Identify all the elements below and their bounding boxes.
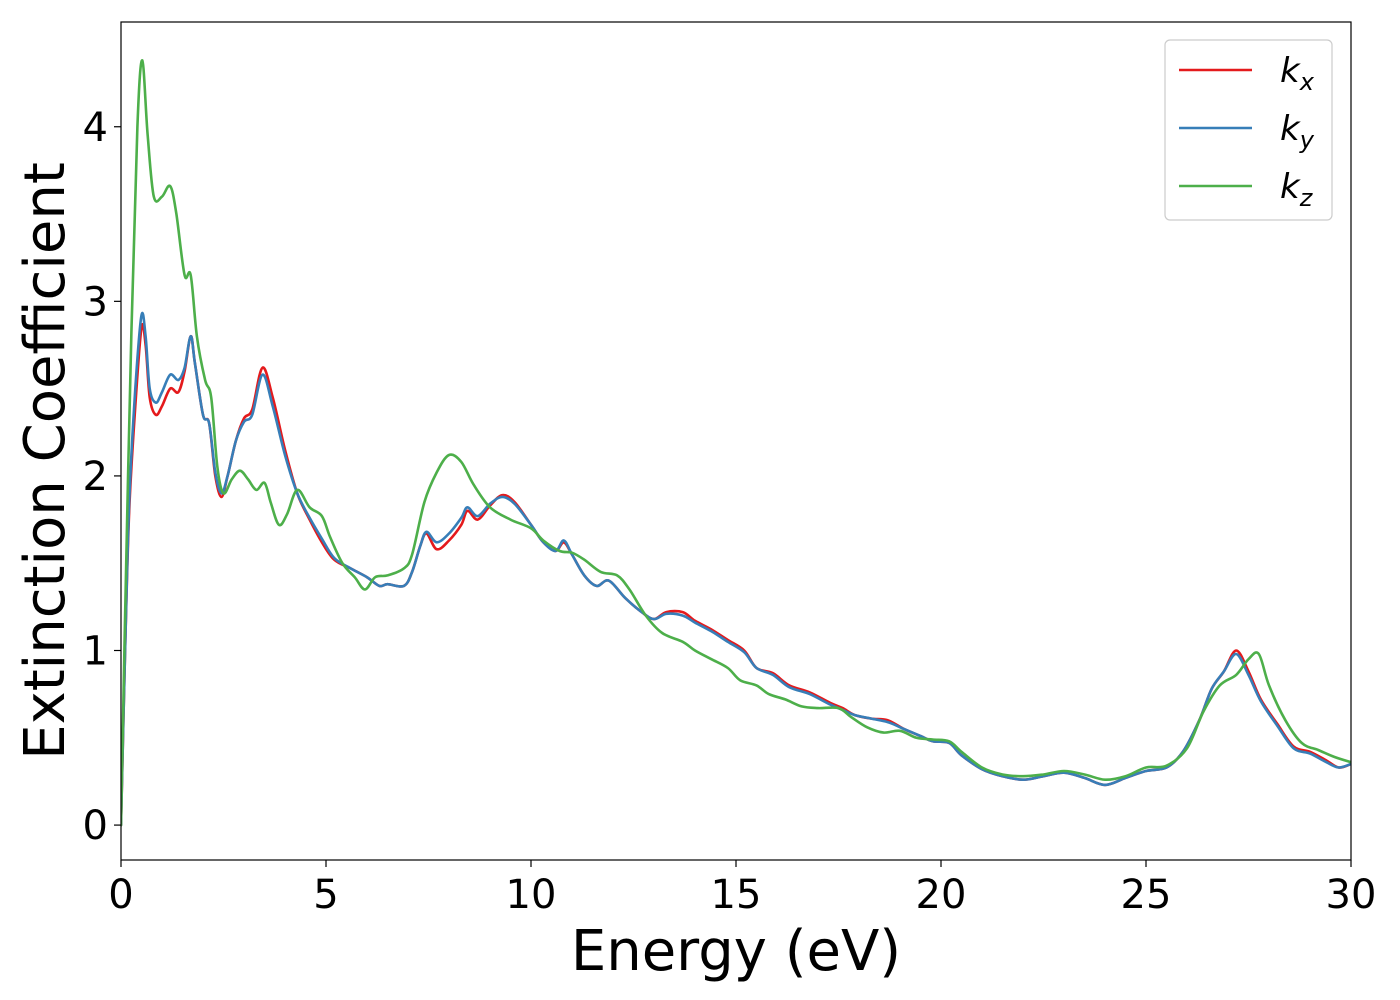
series-line-kz bbox=[121, 59, 1351, 827]
y-tick-label: 0 bbox=[83, 803, 108, 849]
x-tick-label: 20 bbox=[916, 872, 967, 918]
x-tick-label: 25 bbox=[1121, 872, 1172, 918]
x-axis-label: Energy (eV) bbox=[571, 919, 901, 984]
x-axis: 0 5 10 15 20 25 30 bbox=[108, 860, 1376, 918]
y-axis: 0 1 2 3 4 bbox=[83, 105, 121, 849]
y-tick-label: 1 bbox=[83, 629, 108, 675]
legend-box bbox=[1164, 39, 1333, 221]
legend-label-main: k bbox=[1280, 109, 1301, 149]
series-layer bbox=[121, 59, 1351, 827]
x-tick-label: 0 bbox=[108, 872, 133, 918]
y-tick-label: 2 bbox=[83, 454, 108, 500]
y-axis-label: Extinction Coefficient bbox=[13, 162, 78, 760]
x-tick-label: 30 bbox=[1326, 872, 1377, 918]
legend-label-kx: kx bbox=[1280, 51, 1315, 96]
y-tick-label: 4 bbox=[83, 105, 108, 151]
legend-label-main: k bbox=[1280, 51, 1301, 91]
legend-label-subscript: z bbox=[1299, 184, 1314, 212]
legend-label-subscript: y bbox=[1299, 126, 1315, 154]
y-tick-label: 3 bbox=[83, 279, 108, 325]
legend-label-main: k bbox=[1280, 167, 1301, 207]
legend-label-ky: ky bbox=[1280, 109, 1315, 154]
legend-label-kz: kz bbox=[1280, 167, 1314, 212]
x-tick-label: 5 bbox=[313, 872, 338, 918]
series-line-ky bbox=[121, 311, 1351, 827]
x-tick-label: 10 bbox=[506, 872, 557, 918]
legend-label-subscript: x bbox=[1299, 68, 1315, 96]
x-tick-label: 15 bbox=[711, 872, 762, 918]
